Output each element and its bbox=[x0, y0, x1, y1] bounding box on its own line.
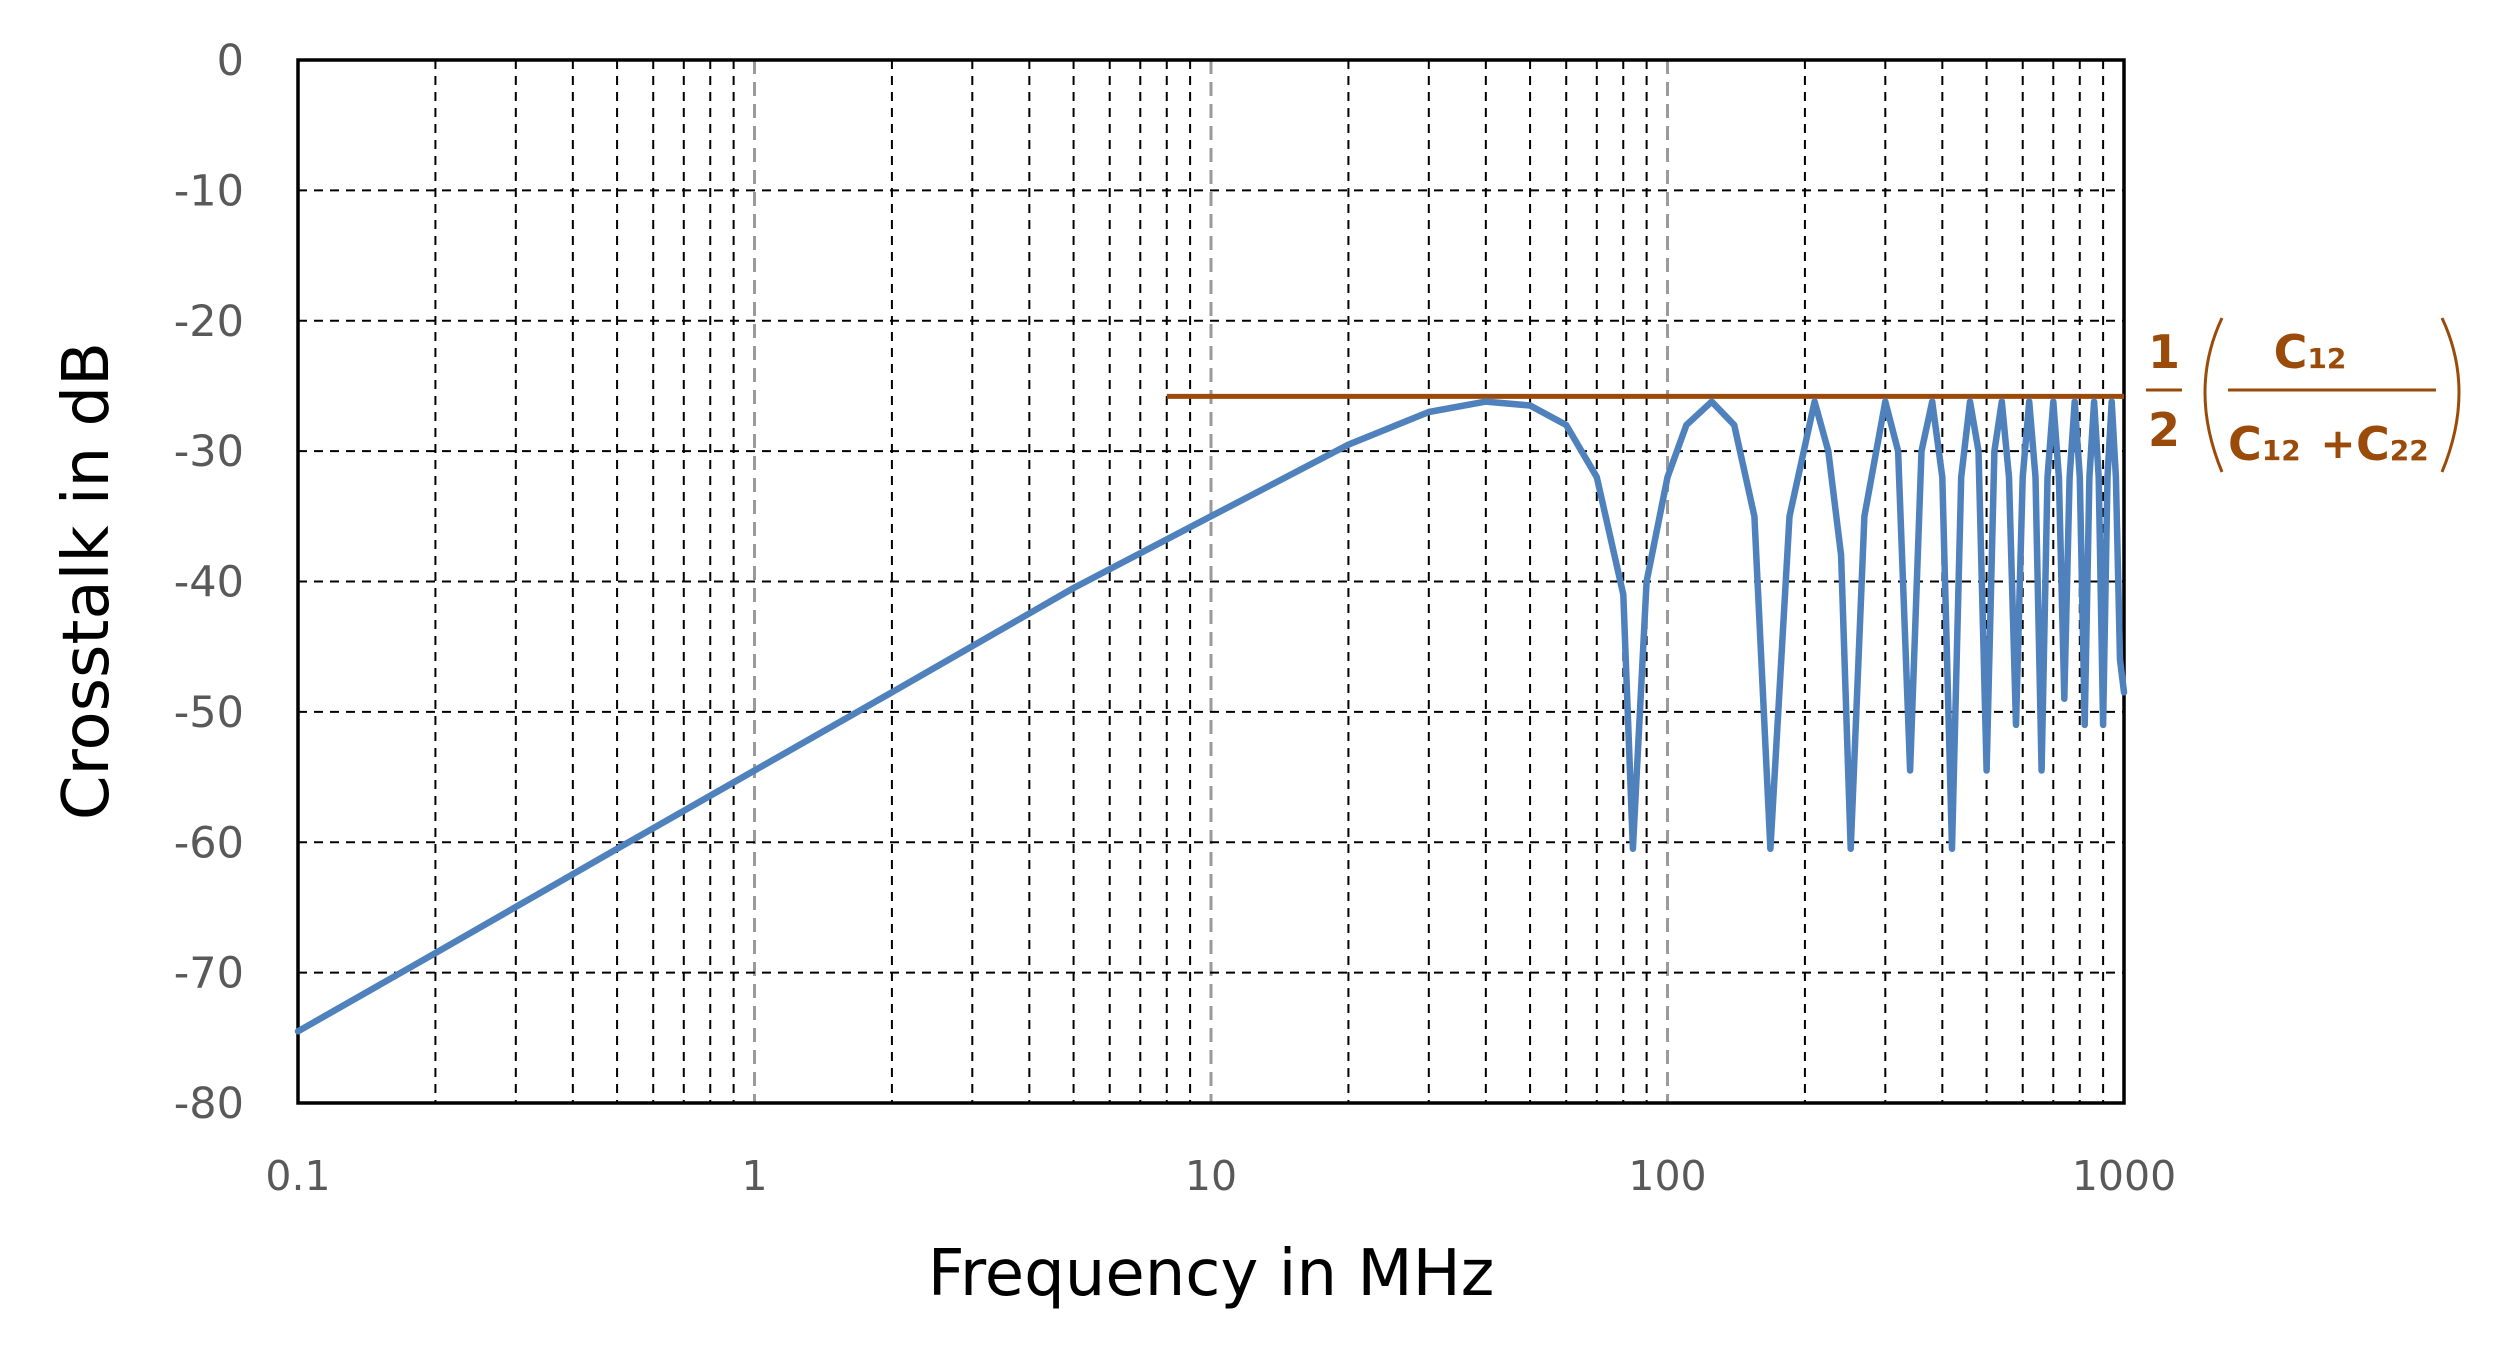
y-tick-label: -40 bbox=[174, 558, 244, 608]
y-tick-label: -20 bbox=[174, 297, 244, 347]
y-tick-label: 0 bbox=[217, 36, 244, 86]
y-tick-label: -30 bbox=[174, 427, 244, 477]
y-tick-label: -50 bbox=[174, 688, 244, 738]
y-tick-label: -60 bbox=[174, 818, 244, 868]
x-tick-label: 100 bbox=[1628, 1152, 1706, 1200]
formula-left-paren bbox=[2203, 317, 2224, 473]
formula-c12-bottom: C12 bbox=[2228, 417, 2301, 471]
limit-formula: 1 2 C12 C12 + C22 bbox=[2146, 317, 2461, 473]
y-tick-label: -80 bbox=[174, 1079, 244, 1129]
series-crosstalk-line bbox=[294, 398, 2128, 1035]
grid-lines bbox=[298, 60, 2124, 1103]
formula-c22-bottom: C22 bbox=[2356, 417, 2429, 471]
x-tick-label: 10 bbox=[1185, 1152, 1237, 1200]
y-axis-title: Crosstalk in dB bbox=[50, 342, 124, 820]
x-tick-labels: 0.1 1 10 100 1000 bbox=[265, 1152, 2176, 1200]
formula-numerator-one: 1 bbox=[2148, 325, 2180, 379]
x-tick-label: 1000 bbox=[2072, 1152, 2176, 1200]
x-tick-label: 1 bbox=[741, 1152, 767, 1200]
x-tick-label: 0.1 bbox=[265, 1152, 330, 1200]
formula-denominator-two: 2 bbox=[2148, 403, 2180, 457]
plot-frame bbox=[296, 58, 2126, 1105]
formula-plus: + bbox=[2320, 419, 2355, 468]
formula-right-paren bbox=[2440, 317, 2461, 473]
y-tick-label: -70 bbox=[174, 949, 244, 999]
y-tick-label: -10 bbox=[174, 166, 244, 216]
y-tick-labels: 0 -10 -20 -30 -40 -50 -60 -70 -80 bbox=[174, 36, 244, 1129]
x-axis-title: Frequency in MHz bbox=[928, 1237, 1495, 1311]
formula-c12-top: C12 bbox=[2274, 325, 2347, 379]
